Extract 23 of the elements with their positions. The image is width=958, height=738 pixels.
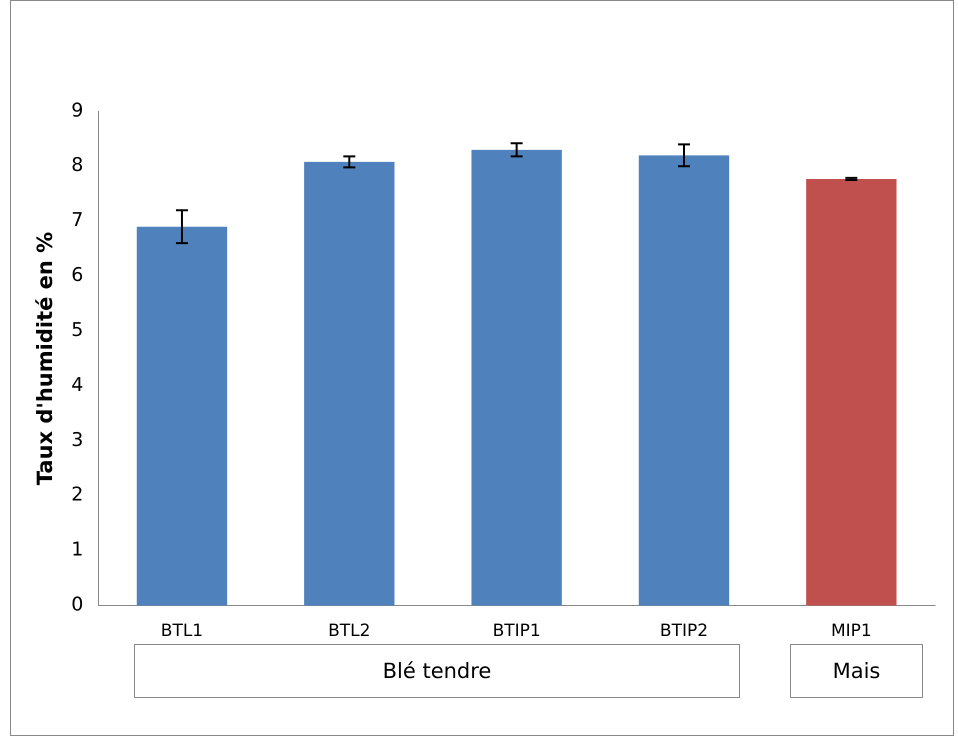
bar xyxy=(806,178,897,606)
y-tick-label: 7 xyxy=(71,209,84,232)
y-tick-label: 0 xyxy=(71,594,84,616)
x-tick-label: BTIP2 xyxy=(660,621,708,642)
y-axis-title: Taux d'humidité en % xyxy=(33,232,58,486)
y-tick-label: 8 xyxy=(71,154,84,176)
x-tick-label: BTIP1 xyxy=(492,621,541,642)
y-tick-label: 3 xyxy=(71,428,84,451)
y-tick-label: 6 xyxy=(71,264,84,286)
bar xyxy=(136,226,228,606)
x-tick-label: BTL1 xyxy=(160,621,204,642)
x-tick-label: BTL2 xyxy=(328,621,370,642)
y-tick-label: 2 xyxy=(71,484,84,506)
bar xyxy=(638,155,730,606)
text: Blé tendre xyxy=(134,644,740,698)
y-tick-label: 4 xyxy=(71,374,84,396)
text: Mais xyxy=(790,644,923,698)
y-tick-label: 9 xyxy=(71,99,84,122)
y-tick-label: 1 xyxy=(71,538,84,561)
bar xyxy=(304,162,394,606)
y-tick-label: 5 xyxy=(71,318,84,341)
bar xyxy=(471,150,562,606)
x-tick-label: MIP1 xyxy=(830,621,872,642)
